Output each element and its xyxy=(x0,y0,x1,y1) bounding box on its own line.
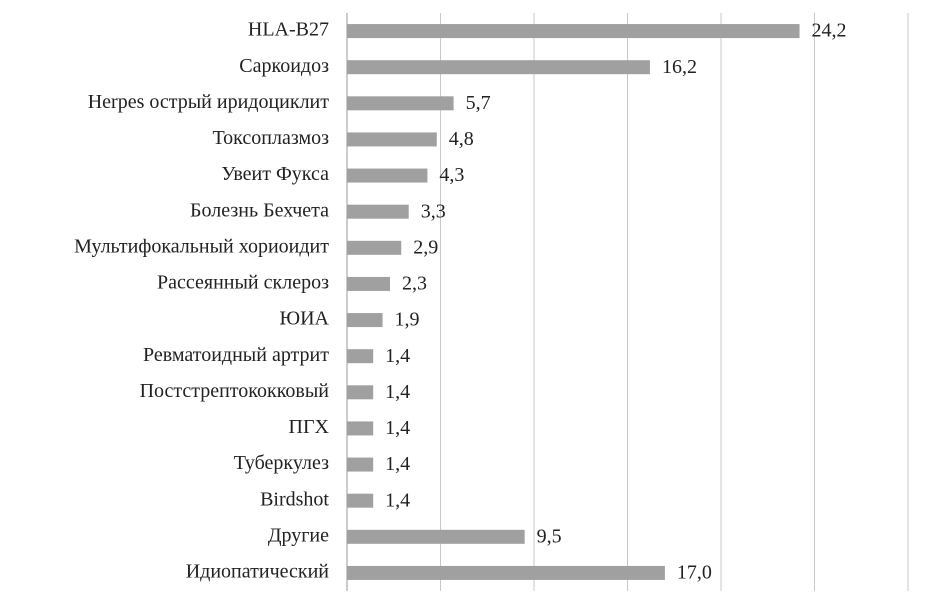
y-tick-label: Другие xyxy=(268,524,329,546)
bar xyxy=(347,529,525,544)
value-label: 2,9 xyxy=(413,236,438,258)
bar xyxy=(347,421,374,436)
value-label: 17,0 xyxy=(677,562,712,584)
bar xyxy=(347,24,800,39)
y-tick-label: Саркоидоз xyxy=(239,55,329,77)
bar xyxy=(347,132,437,147)
bar xyxy=(347,96,454,111)
value-label: 1,4 xyxy=(385,417,410,439)
y-tick-label: Болезнь Бехчета xyxy=(190,199,329,221)
value-label: 3,3 xyxy=(421,200,446,222)
bar xyxy=(347,240,402,255)
value-label: 1,9 xyxy=(395,309,420,331)
bar xyxy=(347,313,383,328)
y-tick-label: Рассеянный склероз xyxy=(157,272,329,294)
y-tick-label: Birdshot xyxy=(260,488,329,510)
y-tick-label: ЮИА xyxy=(280,308,330,330)
value-label: 2,3 xyxy=(402,273,427,295)
value-label: 1,4 xyxy=(385,345,410,367)
value-label: 9,5 xyxy=(537,525,562,547)
bar xyxy=(347,168,428,183)
y-tick-label: HLA-B27 xyxy=(248,19,329,41)
y-tick-label: Мультифокальный хориоидит xyxy=(74,235,329,257)
bar xyxy=(347,276,391,291)
value-label: 1,4 xyxy=(385,453,410,475)
y-tick-label: Постстрептококковый xyxy=(140,380,330,402)
value-label: 16,2 xyxy=(662,56,697,78)
y-tick-label: Токсоплазмоз xyxy=(212,127,329,149)
value-label: 24,2 xyxy=(812,20,847,42)
bar xyxy=(347,60,650,75)
value-label: 4,3 xyxy=(439,164,464,186)
value-label: 1,4 xyxy=(385,489,410,511)
y-tick-label: Туберкулез xyxy=(234,452,329,474)
value-label: 4,8 xyxy=(449,128,474,150)
bar xyxy=(347,457,374,472)
y-tick-label: Идиопатический xyxy=(186,561,330,583)
bar xyxy=(347,565,665,580)
y-tick-label: Herpes острый иридоциклит xyxy=(88,91,330,113)
bar xyxy=(347,493,374,508)
bar xyxy=(347,385,374,400)
bar xyxy=(347,204,409,219)
bar xyxy=(347,349,374,364)
y-tick-label: ПГХ xyxy=(289,416,330,438)
y-tick-label: Увеит Фукса xyxy=(221,163,329,185)
y-tick-label: Ревматоидный артрит xyxy=(143,344,329,366)
value-label: 1,4 xyxy=(385,381,410,403)
value-label: 5,7 xyxy=(466,92,491,114)
